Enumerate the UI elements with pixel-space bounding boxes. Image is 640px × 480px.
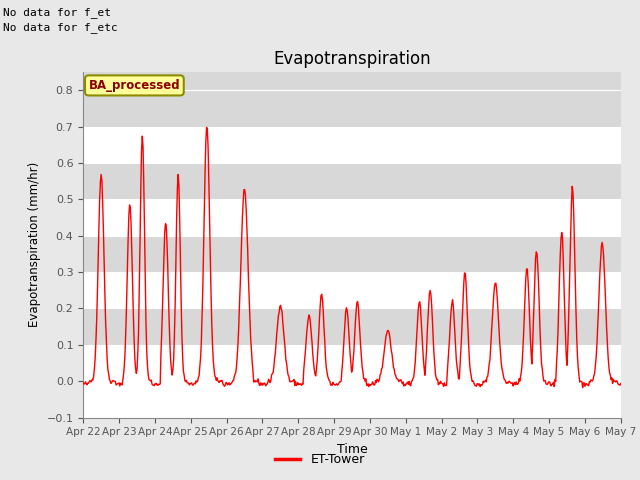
Bar: [83, 381, 621, 418]
Bar: [83, 127, 621, 163]
X-axis label: Time: Time: [337, 443, 367, 456]
Bar: [83, 309, 621, 345]
Bar: [83, 345, 621, 381]
Y-axis label: Evapotranspiration (mm/hr): Evapotranspiration (mm/hr): [28, 162, 41, 327]
Bar: [83, 163, 621, 199]
Text: No data for f_et: No data for f_et: [3, 7, 111, 18]
Text: BA_processed: BA_processed: [88, 79, 180, 92]
Legend: ET-Tower: ET-Tower: [270, 448, 370, 471]
Bar: [83, 199, 621, 236]
Bar: [83, 272, 621, 309]
Text: No data for f_etc: No data for f_etc: [3, 22, 118, 33]
Title: Evapotranspiration: Evapotranspiration: [273, 49, 431, 68]
Bar: [83, 236, 621, 272]
Bar: [83, 72, 621, 127]
